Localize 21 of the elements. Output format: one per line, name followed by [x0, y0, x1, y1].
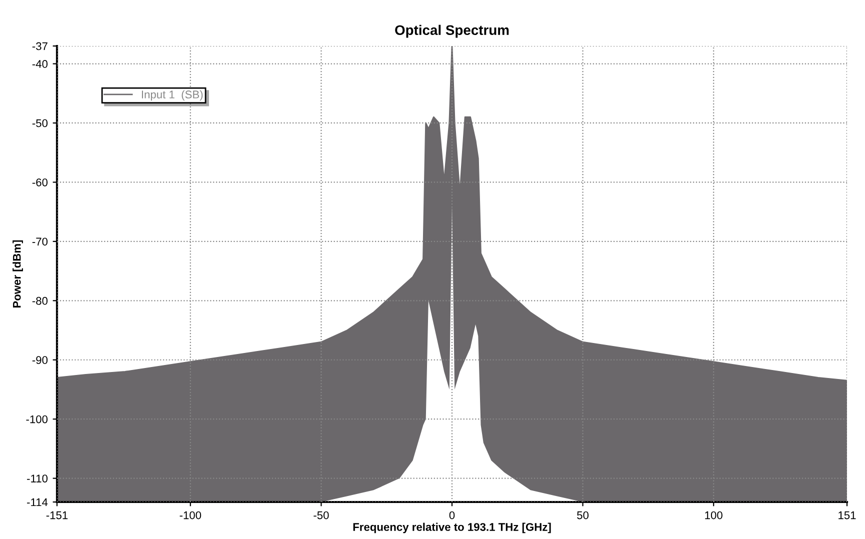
y-tick-label: -70	[32, 238, 48, 246]
x-tick-label: -50	[314, 511, 329, 520]
y-axis-title: Power [dBm]	[12, 240, 23, 308]
y-tick-label: -100	[26, 415, 48, 424]
x-tick-label: 50	[577, 511, 589, 520]
x-tick-label: 151	[838, 511, 856, 520]
chart-title: Optical Spectrum	[395, 24, 509, 38]
y-tick-label: -40	[32, 60, 48, 68]
x-tick-label: -151	[46, 511, 68, 520]
x-tick-label: 100	[705, 511, 722, 520]
y-tick-label: -50	[32, 119, 48, 128]
y-tick-label: -60	[32, 178, 48, 186]
x-axis-title: Frequency relative to 193.1 THz [GHz]	[353, 522, 551, 534]
x-tick-label: 0	[449, 511, 455, 520]
y-tick-label: -37	[32, 42, 48, 50]
y-tick-label: -110	[27, 474, 48, 482]
y-tick-label: -90	[32, 356, 48, 364]
x-tick-label: -100	[180, 511, 202, 520]
y-tick-label: -114	[27, 498, 48, 506]
legend-label: Input 1 (SB)	[142, 90, 203, 101]
y-tick-label: -80	[32, 296, 48, 305]
